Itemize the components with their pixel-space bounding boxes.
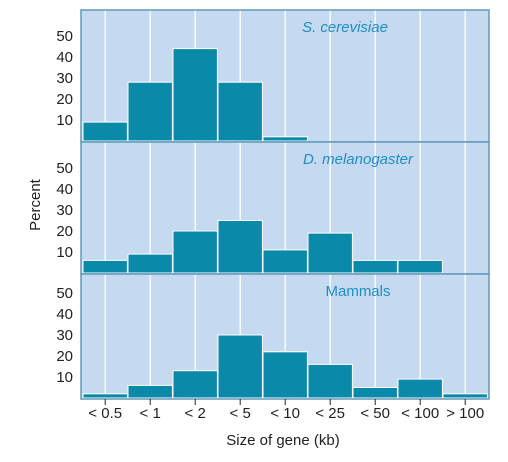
bar <box>262 351 308 399</box>
bar <box>217 334 263 399</box>
bar <box>82 393 128 399</box>
bar <box>397 259 443 274</box>
x-tick-label: < 2 <box>185 405 206 422</box>
y-tick-label: 40 <box>56 49 73 66</box>
x-axis-title: Size of gene (kb) <box>226 432 339 449</box>
bar <box>262 136 308 142</box>
y-tick-label: 20 <box>56 91 73 108</box>
bar <box>307 232 353 274</box>
y-tick-label: 20 <box>56 348 73 365</box>
bar <box>127 253 173 274</box>
x-tick-label: < 0.5 <box>88 405 122 422</box>
y-tick-label: 30 <box>56 327 73 344</box>
bar <box>127 81 173 142</box>
y-tick-label: 10 <box>56 112 73 129</box>
bar <box>442 393 488 399</box>
y-tick-label: 30 <box>56 70 73 87</box>
x-tick-label: > 100 <box>446 405 484 422</box>
bar <box>82 259 128 274</box>
y-tick-label: 50 <box>56 285 73 302</box>
bar <box>352 387 398 399</box>
bar <box>217 220 263 274</box>
panel-title: S. cerevisiae <box>302 19 388 36</box>
y-tick-label: 40 <box>56 306 73 323</box>
x-tick-label: < 1 <box>140 405 161 422</box>
bar <box>352 259 398 274</box>
x-tick-label: < 100 <box>401 405 439 422</box>
y-tick-label: 20 <box>56 223 73 240</box>
bar <box>397 378 443 399</box>
x-tick-label: < 5 <box>230 405 251 422</box>
panel-title: Mammals <box>325 283 390 300</box>
bar <box>217 81 263 142</box>
bar <box>82 121 128 142</box>
x-tick-label: < 25 <box>315 405 345 422</box>
panel-title: D. melanogaster <box>303 151 414 168</box>
bar <box>172 48 218 142</box>
x-tick-label: < 50 <box>360 405 390 422</box>
y-axis-title: Percent <box>27 178 44 231</box>
bar <box>172 370 218 399</box>
y-tick-label: 50 <box>56 28 73 45</box>
bar <box>262 249 308 274</box>
y-tick-label: 10 <box>56 369 73 386</box>
y-tick-label: 30 <box>56 202 73 219</box>
bar <box>172 230 218 274</box>
bar <box>307 363 353 399</box>
bar <box>127 384 173 399</box>
y-tick-label: 40 <box>56 181 73 198</box>
y-tick-label: 50 <box>56 160 73 177</box>
x-tick-label: < 10 <box>270 405 300 422</box>
y-tick-label: 10 <box>56 244 73 261</box>
